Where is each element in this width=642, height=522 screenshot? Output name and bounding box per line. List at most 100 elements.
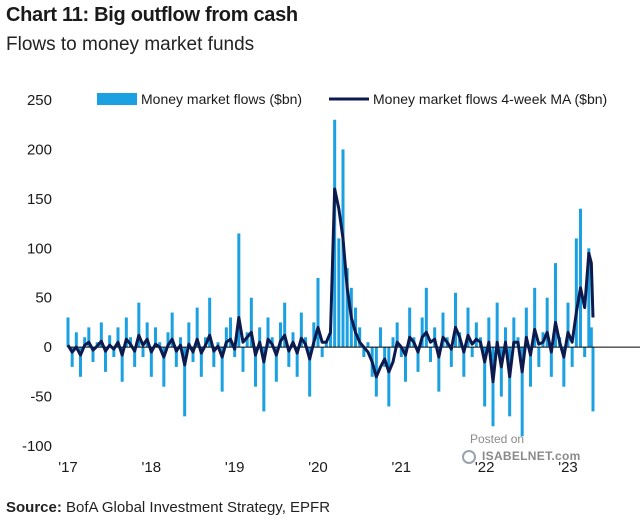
- flow-bar: [224, 327, 228, 348]
- flow-bar: [491, 347, 495, 427]
- flow-bar: [316, 277, 320, 348]
- flow-bar: [562, 347, 566, 387]
- flow-bar: [579, 208, 582, 348]
- y-tick-label: 100: [27, 240, 52, 257]
- flow-bar: [283, 302, 287, 348]
- flow-bar: [295, 347, 299, 377]
- watermark-site: ISABELNET.com: [482, 449, 581, 463]
- bar-series: [66, 119, 595, 437]
- flow-bar: [262, 347, 266, 412]
- flow-bar: [208, 297, 212, 348]
- x-tick-label: '22: [475, 459, 495, 476]
- flow-bar: [399, 347, 403, 358]
- flow-bar: [574, 238, 578, 348]
- flow-bar: [499, 347, 503, 397]
- legend-bar-swatch: [97, 93, 137, 105]
- flow-bar: [158, 342, 162, 348]
- x-tick-label: '20: [308, 459, 328, 476]
- x-tick-label: '19: [225, 459, 245, 476]
- globe-icon: [462, 450, 476, 464]
- flow-bar: [212, 347, 216, 367]
- flow-bar: [470, 347, 474, 358]
- flow-bar: [87, 327, 91, 348]
- flow-bar: [345, 268, 349, 348]
- flow-bar: [524, 307, 528, 348]
- x-tick-label: '17: [58, 459, 78, 476]
- flow-bar: [279, 322, 282, 348]
- flow-bar: [79, 347, 82, 377]
- flow-bar: [495, 302, 499, 348]
- flow-bar: [391, 337, 395, 348]
- x-axis-tick-labels: '17 '18 '19 '20 '21 '22 '23: [58, 459, 578, 476]
- flow-bar: [254, 347, 257, 387]
- flow-bar: [587, 248, 591, 348]
- flow-bar: [70, 347, 74, 367]
- flow-bar: [187, 322, 191, 348]
- flow-bar: [166, 332, 170, 348]
- flow-bar: [258, 327, 262, 348]
- flow-bar: [241, 347, 245, 372]
- flow-bar: [141, 347, 145, 358]
- flow-bar: [66, 317, 70, 348]
- source-label: Source:: [6, 499, 62, 516]
- flow-bar: [112, 347, 116, 358]
- x-tick-label: '21: [392, 459, 412, 476]
- flow-bar: [512, 317, 516, 348]
- flow-bar: [191, 347, 195, 362]
- flow-bar: [366, 342, 370, 348]
- y-tick-label: 0: [44, 339, 52, 356]
- flow-bar: [220, 347, 224, 392]
- flow-bar: [520, 347, 524, 437]
- flow-bar: [233, 347, 237, 358]
- flow-bar: [545, 297, 549, 348]
- flow-bar: [249, 297, 253, 348]
- flow-bar: [466, 307, 470, 348]
- flow-bar: [589, 327, 593, 348]
- flow-bar: [454, 292, 457, 348]
- flow-bar: [566, 302, 570, 348]
- flow-bar: [116, 327, 120, 348]
- flow-bar: [312, 322, 316, 348]
- flow-bar: [91, 347, 95, 362]
- flow-bar: [395, 322, 399, 348]
- flow-bar: [174, 347, 178, 367]
- y-tick-label: -50: [30, 389, 52, 406]
- flow-bar: [195, 307, 199, 348]
- chart-subtitle: Flows to money market funds: [6, 34, 255, 55]
- flow-bar: [308, 347, 312, 397]
- flow-bar: [549, 347, 553, 377]
- flow-bar: [299, 312, 303, 348]
- flow-bar: [99, 322, 103, 348]
- legend-line-label: Money market flows 4-week MA ($bn): [373, 91, 607, 107]
- flow-bar: [533, 287, 537, 348]
- flow-bar: [404, 347, 407, 382]
- flow-bar: [583, 347, 587, 358]
- flow-bar: [274, 347, 278, 382]
- flow-bar: [554, 263, 557, 348]
- flow-bar: [245, 332, 249, 348]
- flow-bar: [329, 327, 332, 348]
- flow-bar: [170, 312, 174, 348]
- moving-average-line: [66, 187, 595, 384]
- flow-bar: [420, 317, 424, 348]
- flow-bar: [462, 347, 466, 377]
- flow-bar: [416, 347, 420, 372]
- legend: Money market flows ($bn) Money market fl…: [97, 91, 607, 107]
- flow-bar: [133, 347, 137, 367]
- flow-bar: [320, 347, 324, 358]
- flow-bar: [145, 322, 149, 348]
- flow-bar: [570, 347, 574, 367]
- source-text: BofA Global Investment Strategy, EPFR: [61, 499, 331, 516]
- flow-bar: [379, 327, 382, 348]
- flow-bar: [337, 238, 341, 348]
- watermark: Posted on ISABELNET.com: [462, 430, 622, 470]
- x-tick-label: '18: [142, 459, 162, 476]
- flow-bar: [429, 347, 432, 362]
- flow-bar: [483, 347, 487, 407]
- flow-bar: [387, 347, 391, 407]
- flow-bar: [229, 317, 232, 348]
- flow-bar: [108, 335, 112, 348]
- y-tick-label: -100: [22, 438, 52, 455]
- chart-title: Chart 11: Big outflow from cash: [6, 4, 298, 26]
